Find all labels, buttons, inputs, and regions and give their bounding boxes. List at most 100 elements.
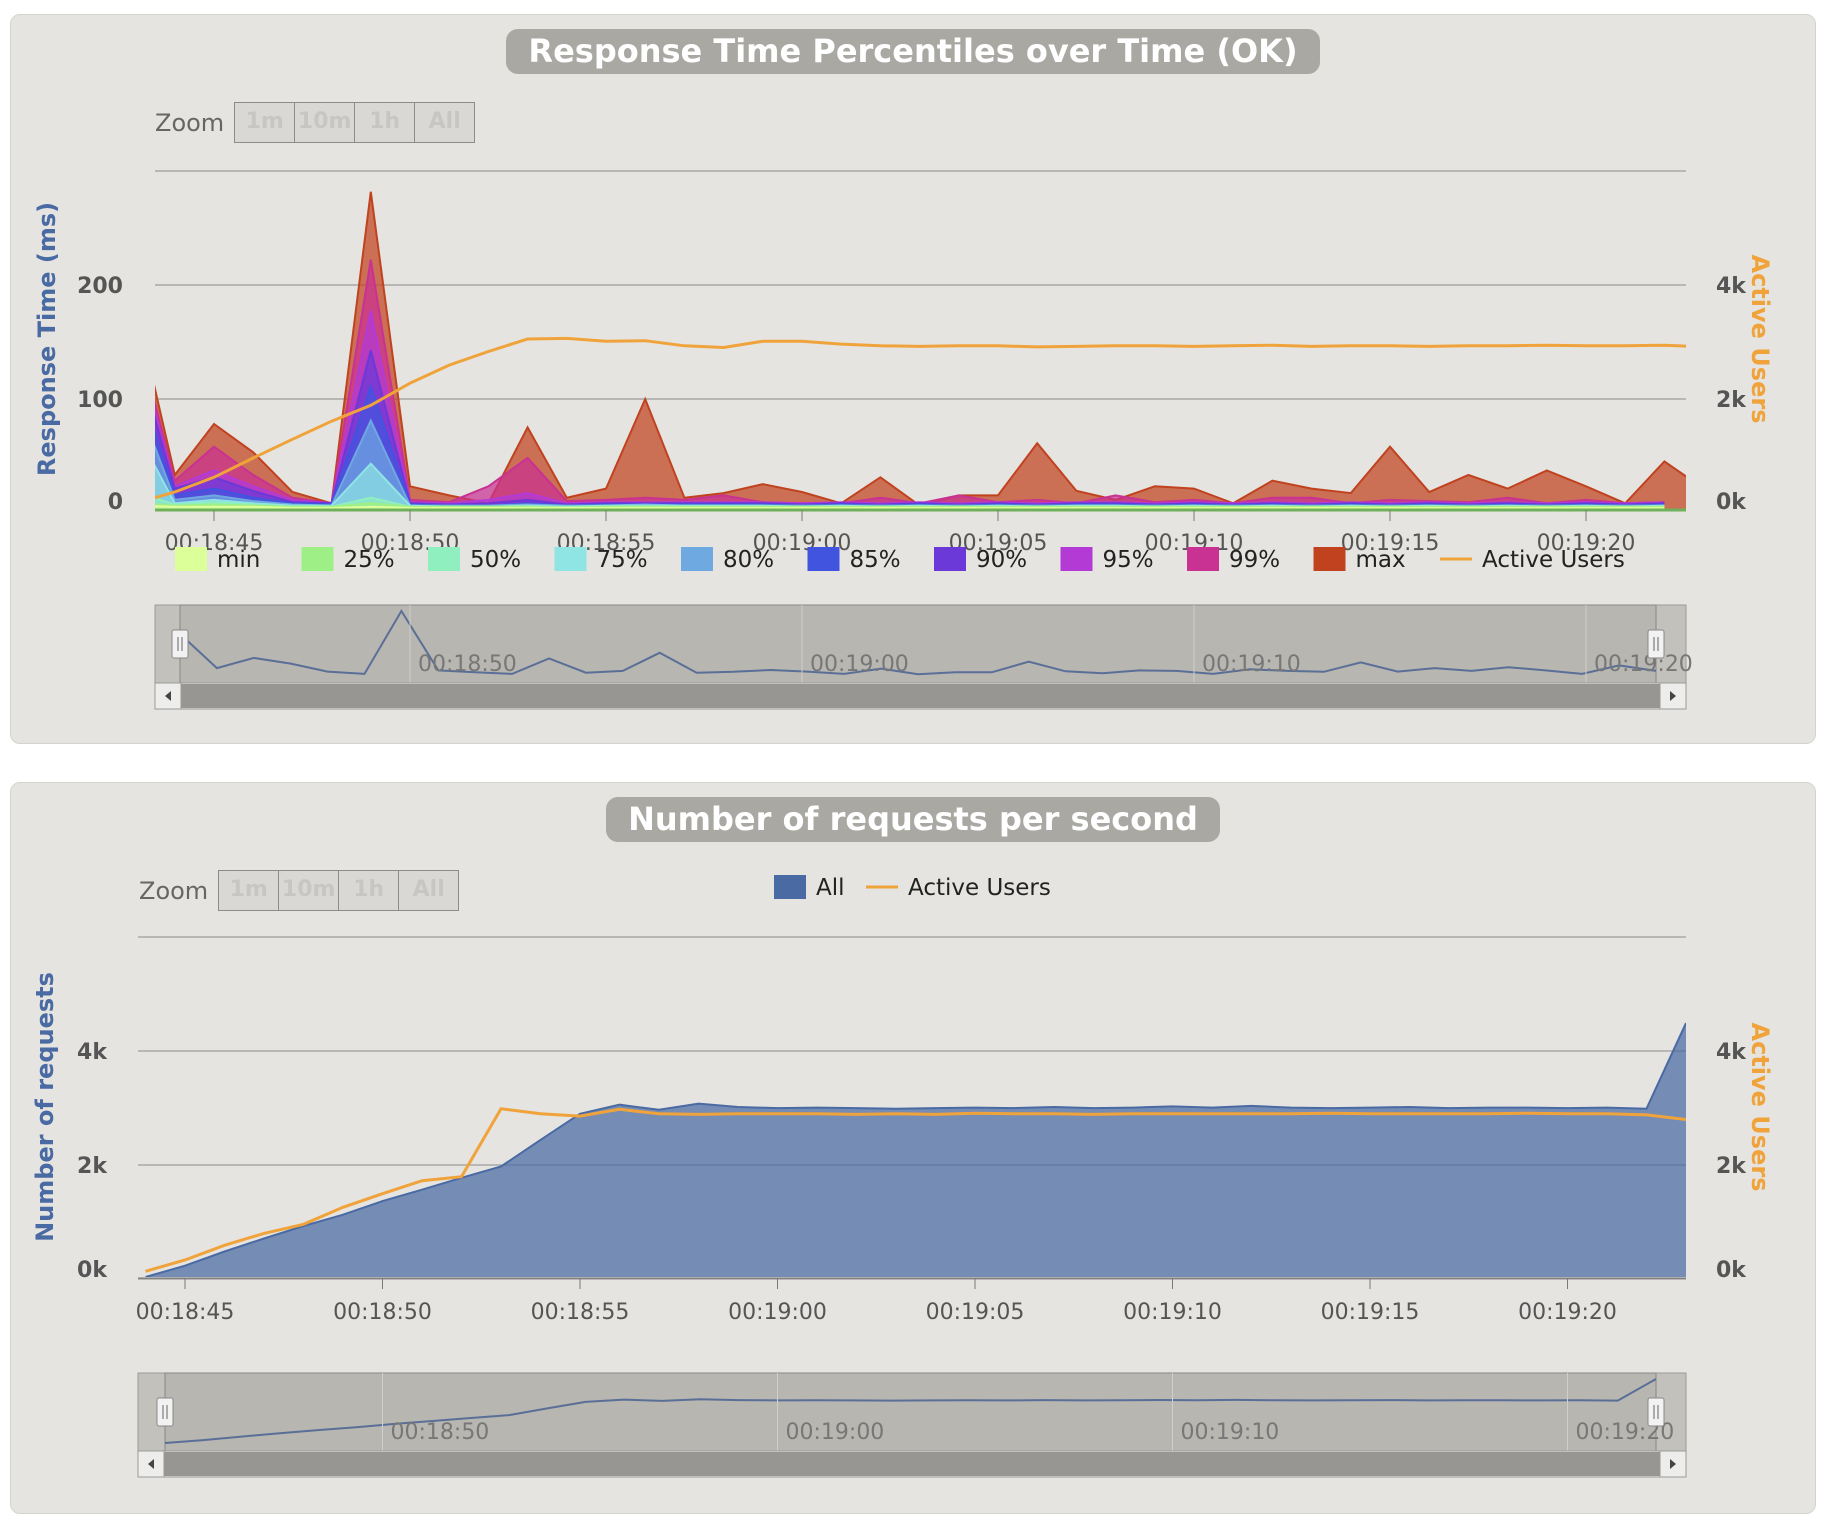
scrollbar-thumb[interactable]	[181, 684, 1660, 708]
navigator-handle-right[interactable]	[1647, 1397, 1665, 1427]
line-p25	[155, 502, 1665, 509]
navigator-handle-left[interactable]	[156, 1397, 174, 1427]
navigator-handle-left[interactable]	[171, 629, 189, 659]
legend-swatch-p99	[1187, 547, 1219, 571]
requests-title: Number of requests per second	[606, 797, 1220, 842]
requests-chart: 00:18:45 00:18:50 00:18:55 00:19:00 00:19:05…	[31, 875, 1774, 1478]
zoom-1h-button[interactable]: 1h	[355, 103, 416, 142]
line-min	[155, 505, 1665, 509]
legend-label-active-users: Active Users	[908, 875, 1051, 901]
y-tick-label: 2k	[77, 1154, 108, 1179]
zoom-control-2: Zoom 1m 10m 1h All	[139, 870, 460, 911]
y2-axis-title: Active Users	[1746, 255, 1774, 424]
legend-label-p80: 80%	[723, 547, 774, 573]
navigator-tick-label: 00:19:00	[786, 1420, 885, 1445]
legend-swatch-p85	[807, 547, 840, 571]
x-tick-label: 00:19:05	[926, 1300, 1025, 1325]
x-tick-label: 00:19:20	[1537, 531, 1636, 556]
y2-tick-label: 0k	[1716, 1258, 1747, 1283]
y-tick-label: 4k	[77, 1040, 108, 1065]
x-tick-label: 00:18:45	[136, 1300, 235, 1325]
scrollbar-left-button[interactable]	[154, 682, 182, 710]
line-p90	[155, 350, 1665, 506]
legend-label-p95: 95%	[1103, 547, 1154, 573]
legend-swatch-p50	[428, 547, 460, 571]
requests-panel: Number of requests per second Zoom 1m 10…	[10, 782, 1816, 1514]
legend-swatch-p95	[1060, 547, 1093, 571]
line-active-users	[145, 1107, 1686, 1273]
x-tick-label: 00:19:00	[728, 1300, 827, 1325]
response-time-title-wrap: Response Time Percentiles over Time (OK)	[11, 29, 1815, 74]
legend-swatch-p80	[681, 547, 713, 571]
legend-label-max: max	[1356, 547, 1406, 573]
navigator-handle-right[interactable]	[1647, 629, 1665, 659]
zoom-1m-button[interactable]: 1m	[235, 103, 296, 142]
legend-label-p75: 75%	[597, 547, 648, 573]
plot-area	[145, 1022, 1686, 1277]
legend-swatch-max	[1313, 547, 1346, 571]
chevron-right-icon	[1670, 1459, 1676, 1469]
legend-swatch-p75	[554, 547, 587, 571]
legend-label-active-users: Active Users	[1482, 547, 1625, 573]
y2-tick-label: 4k	[1716, 1040, 1747, 1065]
zoom-10m-button[interactable]: 10m	[279, 871, 340, 910]
y2-tick-label: 2k	[1716, 388, 1747, 413]
requests-title-wrap: Number of requests per second	[11, 797, 1815, 842]
y2-tick-label: 4k	[1716, 274, 1747, 299]
y2-tick-label: 0k	[1716, 490, 1747, 515]
zoom-all-button[interactable]: All	[412, 877, 445, 902]
line-all	[145, 1022, 1686, 1277]
legend-swatch-all	[774, 875, 806, 899]
navigator-mask	[179, 604, 1657, 684]
x-tick-label: 00:18:50	[333, 1300, 432, 1325]
navigator-tick-label: 00:19:10	[1202, 652, 1301, 677]
y2-tick-label: 2k	[1716, 1154, 1747, 1179]
legend-label-p85: 85%	[850, 547, 901, 573]
response-time-panel: Response Time Percentiles over Time (OK)…	[10, 14, 1816, 744]
navigator-tick-label: 00:18:50	[418, 652, 517, 677]
legend-swatch-p90	[934, 547, 966, 571]
line-active-users	[155, 336, 1686, 500]
x-tick-label: 00:19:15	[1341, 531, 1440, 556]
navigator-tick-label: 00:19:20	[1594, 652, 1693, 677]
y-tick-label: 200	[77, 274, 123, 299]
y-tick-label: 0k	[77, 1258, 108, 1283]
legend-label-p90: 90%	[976, 547, 1027, 573]
y2-axis-title: Active Users	[1746, 1023, 1774, 1192]
legend-swatch-min	[175, 547, 207, 571]
y-axis-title: Response Time (ms)	[33, 202, 61, 476]
zoom-1m-button[interactable]: 1m	[219, 871, 280, 910]
zoom-label: Zoom	[155, 108, 225, 137]
navigator-series-line	[164, 1378, 1657, 1444]
y-tick-label: 0	[108, 490, 123, 515]
y-axis-title: Number of requests	[31, 972, 59, 1242]
zoom-all-button[interactable]: All	[428, 109, 461, 134]
navigator-series-line	[179, 609, 1657, 676]
legend-swatch-p25	[301, 547, 334, 571]
legend-label-p50: 50%	[470, 547, 521, 573]
response-time-chart: 00:18:45 00:18:50 00:18:55 00:19:00 00:19:05…	[33, 170, 1774, 710]
scrollbar-thumb[interactable]	[164, 1452, 1660, 1476]
zoom-10m-button[interactable]: 10m	[295, 103, 356, 142]
chevron-right-icon	[1670, 691, 1676, 701]
legend-label-p25: 25%	[344, 547, 395, 573]
zoom-control-1: Zoom 1m 10m 1h All	[155, 102, 476, 143]
line-p99	[155, 259, 1665, 505]
chevron-left-icon	[148, 1459, 154, 1469]
legend-label-p99: 99%	[1229, 547, 1280, 573]
chevron-left-icon	[165, 691, 171, 701]
navigator-tick-label: 00:18:50	[391, 1420, 490, 1445]
legend-label-min: min	[217, 547, 260, 573]
response-time-title: Response Time Percentiles over Time (OK)	[506, 29, 1320, 74]
zoom-label: Zoom	[139, 876, 209, 905]
zoom-1h-button[interactable]: 1h	[339, 871, 400, 910]
navigator-tick-label: 00:19:10	[1181, 1420, 1280, 1445]
x-tick-label: 00:19:10	[1123, 1300, 1222, 1325]
y-tick-label: 100	[77, 388, 123, 413]
area-all	[145, 1023, 1686, 1277]
plot-area	[155, 191, 1686, 509]
navigator-mask	[164, 1372, 1657, 1452]
line-p95	[155, 310, 1665, 505]
legend-label-all: All	[816, 875, 845, 901]
x-tick-label: 00:19:20	[1518, 1300, 1617, 1325]
